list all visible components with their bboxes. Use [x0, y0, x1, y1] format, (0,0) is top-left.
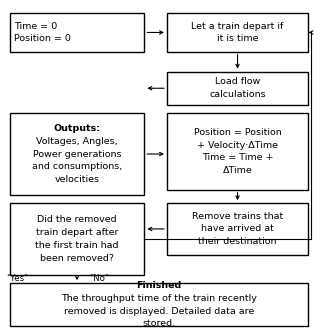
Text: Let a train depart if: Let a train depart if: [191, 22, 284, 31]
Text: calculations: calculations: [209, 90, 266, 99]
Text: it is time: it is time: [217, 34, 258, 43]
Bar: [167, 13, 308, 52]
Bar: [167, 203, 308, 255]
Text: Time = 0: Time = 0: [14, 22, 58, 31]
Text: stored.: stored.: [142, 319, 176, 328]
Bar: [10, 203, 144, 275]
Text: Outputs:: Outputs:: [54, 124, 100, 133]
Text: Position = 0: Position = 0: [14, 34, 71, 43]
Text: Power generations: Power generations: [33, 150, 121, 159]
Text: removed is displayed. Detailed data are: removed is displayed. Detailed data are: [64, 307, 254, 316]
Bar: [167, 113, 308, 190]
Text: ΔTime: ΔTime: [223, 166, 252, 175]
Text: + Velocity·ΔTime: + Velocity·ΔTime: [197, 141, 278, 150]
Text: Load flow: Load flow: [215, 77, 260, 86]
Text: the first train had: the first train had: [35, 241, 119, 250]
Text: and consumptions,: and consumptions,: [32, 162, 122, 171]
Text: "Yes": "Yes": [6, 274, 29, 283]
Text: "No": "No": [90, 274, 109, 283]
Text: Finished: Finished: [136, 281, 181, 290]
Text: been removed?: been removed?: [40, 253, 114, 262]
Bar: [10, 13, 144, 52]
Bar: [10, 283, 308, 326]
Text: Remove trains that: Remove trains that: [192, 212, 283, 221]
Text: Did the removed: Did the removed: [37, 215, 117, 224]
Text: Time = Time +: Time = Time +: [202, 154, 273, 163]
Bar: [10, 113, 144, 195]
Text: velocities: velocities: [55, 175, 100, 184]
Bar: [167, 72, 308, 105]
Text: train depart after: train depart after: [36, 228, 118, 237]
Text: The throughput time of the train recently: The throughput time of the train recentl…: [61, 294, 257, 303]
Text: Position = Position: Position = Position: [194, 128, 282, 137]
Text: their destination: their destination: [198, 237, 277, 246]
Text: Voltages, Angles,: Voltages, Angles,: [36, 137, 118, 146]
Text: have arrived at: have arrived at: [201, 224, 274, 233]
